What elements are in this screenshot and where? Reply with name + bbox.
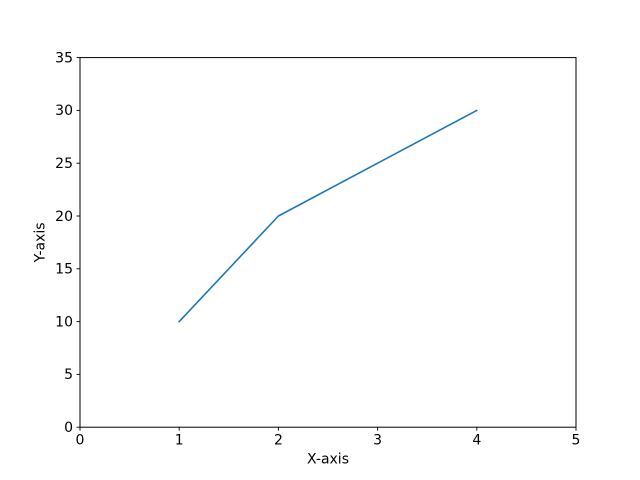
x-tick-label: 0	[76, 433, 85, 449]
x-tick-label: 5	[572, 433, 581, 449]
axes-frame	[79, 57, 577, 428]
y-tick-label: 20	[55, 209, 73, 225]
y-tick-label: 15	[55, 262, 73, 278]
y-tick-label: 0	[64, 420, 73, 436]
x-axis-label: X-axis	[307, 452, 349, 468]
y-tick-label: 5	[64, 367, 73, 383]
y-tick-label: 35	[55, 50, 73, 66]
y-tick-label: 30	[55, 103, 73, 119]
y-axis-label: Y-axis	[33, 222, 49, 263]
x-tick-label: 4	[472, 433, 481, 449]
data-line	[178, 109, 478, 323]
y-tick-label: 10	[55, 314, 73, 330]
x-tick-label: 1	[175, 433, 184, 449]
x-tick-label: 2	[274, 433, 283, 449]
x-tick-label: 3	[373, 433, 382, 449]
y-tick-label: 25	[55, 156, 73, 172]
plot-area	[80, 57, 576, 428]
